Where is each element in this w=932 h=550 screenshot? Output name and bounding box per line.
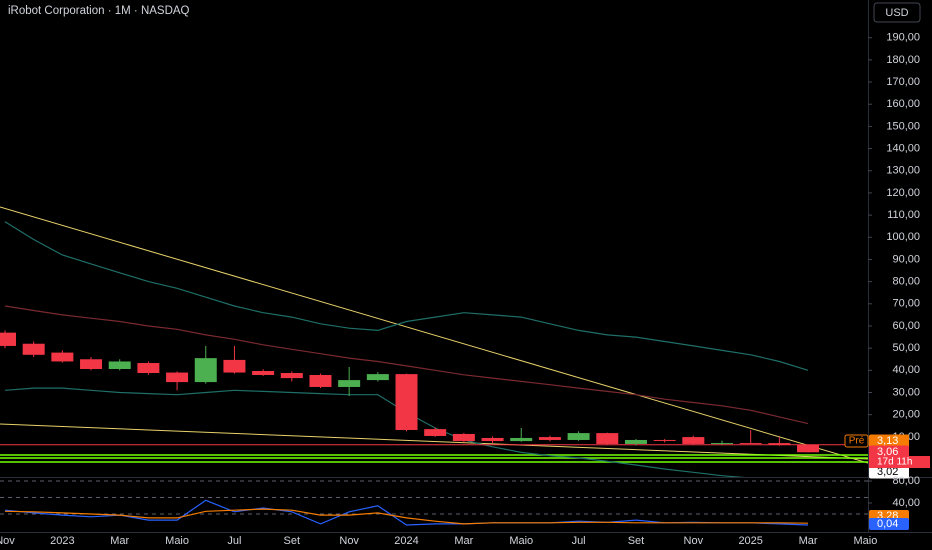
y-tick-label: 100,00 (886, 231, 920, 243)
x-tick-label: Mar (799, 535, 818, 547)
x-tick-label: Maio (165, 535, 189, 547)
candle-body (481, 437, 504, 442)
candle-body (80, 359, 103, 370)
trend-line (0, 423, 868, 460)
x-tick-label: 2023 (50, 535, 74, 547)
y-tick-label: 90,00 (892, 253, 920, 265)
y-tick-label: 120,00 (886, 187, 920, 199)
y-tick-label: 180,00 (886, 54, 920, 66)
y-tick-label: 50,00 (892, 342, 920, 354)
candle-body (366, 374, 389, 381)
y-tick-label: 40,00 (892, 497, 920, 509)
y-tick-label: 60,00 (892, 320, 920, 332)
candle-body (567, 433, 590, 440)
x-tick-label: Mar (454, 535, 473, 547)
series-line (4, 221, 809, 371)
currency-button[interactable] (873, 2, 921, 23)
x-tick-label: Nov (0, 535, 15, 547)
y-tick-label: 140,00 (886, 142, 920, 154)
candle-body (596, 433, 619, 444)
candle-body (51, 352, 74, 362)
candle-body (166, 372, 189, 383)
y-tick-label: 80,00 (892, 276, 920, 288)
y-tick-label: 70,00 (892, 298, 920, 310)
y-tick-label: 190,00 (886, 32, 920, 44)
candle-body (682, 437, 705, 444)
price-tag (869, 445, 909, 459)
price-tag-label: 3,02 (877, 466, 898, 478)
price-tag-label: 3,06 (877, 446, 898, 458)
candle-body (768, 443, 791, 445)
y-tick-label: 80,00 (892, 475, 920, 487)
x-tick-label: Jul (227, 535, 241, 547)
y-tick-label: 130,00 (886, 165, 920, 177)
y-tick-label: 170,00 (886, 76, 920, 88)
candle-body (538, 437, 561, 440)
x-tick-label: Set (284, 535, 301, 547)
premarket-label: Pré (849, 436, 865, 447)
y-tick-label: 110,00 (887, 209, 920, 221)
premarket-box (844, 434, 869, 448)
candle-body (108, 361, 131, 370)
oscillator-pane (0, 480, 868, 526)
candle-body (280, 372, 303, 379)
x-tick-label: Maio (853, 535, 877, 547)
candle-body (223, 359, 246, 373)
currency-label[interactable]: USD (885, 7, 908, 19)
x-tick-label: Mar (110, 535, 129, 547)
candle-body (424, 429, 447, 436)
time-axis: Nov 2023 Mar Maio Jul Set Nov 2024 Mar Maio Jul Set… (0, 535, 877, 547)
candle-body (194, 358, 217, 383)
candle-body (711, 443, 733, 445)
price-tag (869, 434, 909, 448)
candle-body (452, 433, 475, 442)
price-tag (869, 518, 909, 530)
y-tick-label: 20,00 (892, 409, 920, 421)
countdown-label: 17d 11h (877, 457, 912, 468)
price-pane (0, 206, 868, 477)
candle-body (252, 371, 275, 375)
candle-body (395, 374, 418, 430)
x-tick-label: 2024 (394, 535, 418, 547)
candle-body (624, 439, 647, 444)
x-tick-label: 2025 (738, 535, 762, 547)
price-tag (869, 465, 909, 479)
series-line (4, 508, 809, 525)
series-line (4, 305, 809, 425)
price-tag-label: 3,13 (877, 435, 898, 447)
price-tag-label: 0,04 (877, 518, 898, 530)
candle-body (739, 443, 762, 445)
candle-body (0, 332, 16, 346)
candle-body (338, 380, 361, 387)
trend-line (0, 206, 868, 464)
x-tick-label: Nov (684, 535, 704, 547)
y-tick-label: 160,00 (886, 98, 920, 110)
candle-body (137, 363, 160, 373)
candle-body (510, 437, 533, 442)
chart-title: iRobot Corporation · 1M · NASDAQ (8, 5, 190, 17)
candle-body (309, 374, 332, 387)
y-tick-label: 30,00 (892, 386, 920, 398)
y-tick-label: 150,00 (886, 120, 920, 132)
x-tick-label: Maio (509, 535, 533, 547)
x-tick-label: Set (628, 535, 645, 547)
candle-body (653, 439, 676, 441)
y-tick-label: 40,00 (892, 364, 920, 376)
x-tick-label: Jul (572, 535, 586, 547)
price-axis: 10,0020,0030,0040,0050,0060,0070,0080,00… (844, 32, 930, 530)
candle-body (797, 444, 820, 453)
x-tick-label: Nov (339, 535, 359, 547)
countdown-box (869, 456, 930, 468)
candle-body (22, 343, 45, 355)
